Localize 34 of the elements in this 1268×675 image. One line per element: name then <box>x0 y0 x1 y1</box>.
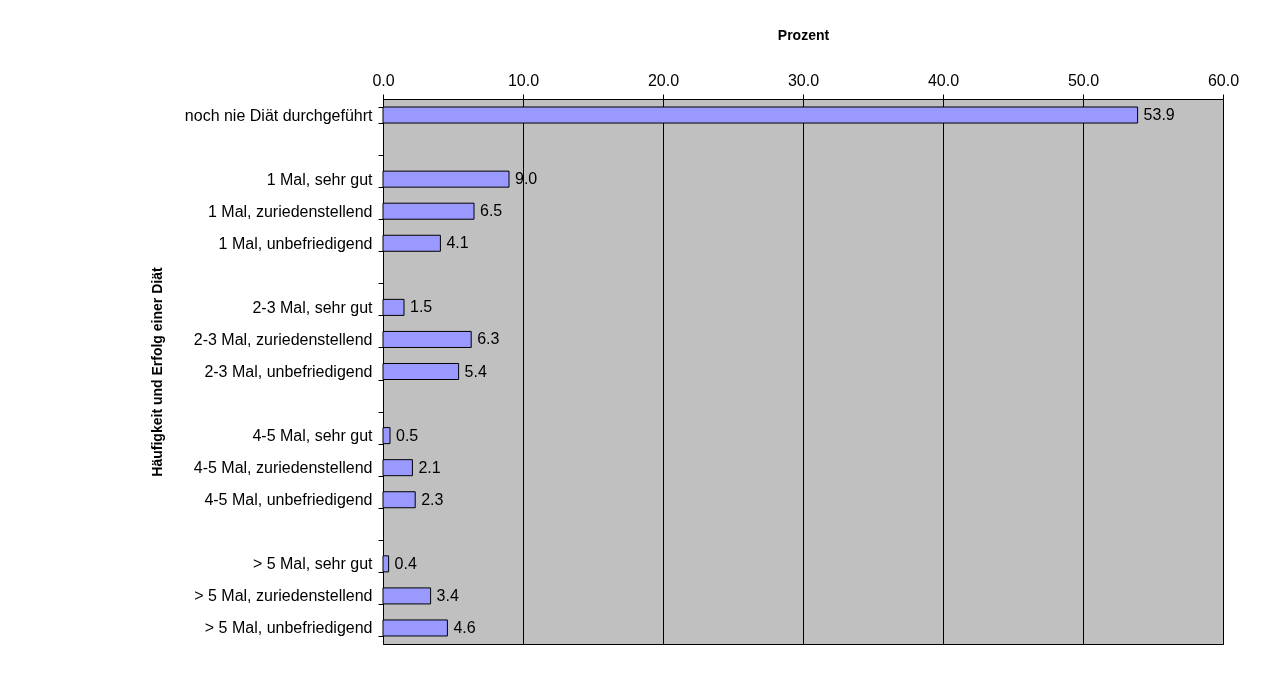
data-label: 6.5 <box>480 202 503 220</box>
x-tick-label: 30.0 <box>787 71 820 89</box>
y-tick-label: 4-5 Mal, unbefriedigend <box>204 491 373 509</box>
data-label: 5.4 <box>464 362 487 380</box>
data-label: 6.3 <box>477 330 500 348</box>
x-tick-label: 40.0 <box>927 71 960 89</box>
y-tick-label: 2-3 Mal, sehr gut <box>252 298 374 316</box>
data-label: 3.4 <box>436 586 459 604</box>
y-tick-label: > 5 Mal, unbefriedigend <box>204 619 373 637</box>
y-tick-label: 4-5 Mal, zuriedenstellend <box>193 459 373 477</box>
data-label: 0.5 <box>396 426 419 444</box>
x-tick-label: 10.0 <box>507 71 540 89</box>
data-label: 53.9 <box>1143 106 1175 124</box>
y-tick-label: noch nie Diät durchgeführt <box>184 106 374 124</box>
data-label: 4.1 <box>446 234 469 252</box>
y-axis-title: Häufigkeit und Erfolg einer Diät <box>148 267 165 477</box>
x-tick-label: 20.0 <box>647 71 680 89</box>
y-tick-label: > 5 Mal, sehr gut <box>252 555 374 573</box>
data-label: 1.5 <box>410 298 433 316</box>
y-tick-label: 2-3 Mal, zuriedenstellend <box>193 330 373 348</box>
x-tick-label: 50.0 <box>1067 71 1100 89</box>
data-label: 0.4 <box>394 554 417 572</box>
x-tick-label: 0.0 <box>372 71 395 89</box>
x-axis-title: Prozent <box>777 26 830 43</box>
y-tick-label: 4-5 Mal, sehr gut <box>252 427 374 445</box>
data-label: 4.6 <box>453 618 476 636</box>
y-tick-label: 1 Mal, sehr gut <box>266 170 374 188</box>
x-tick-label: 60.0 <box>1207 71 1240 89</box>
y-tick-label: 1 Mal, zuriedenstellend <box>207 202 373 220</box>
y-tick-label: > 5 Mal, zuriedenstellend <box>194 587 373 605</box>
data-label: 2.3 <box>421 490 444 508</box>
y-tick-label: 2-3 Mal, unbefriedigend <box>204 363 373 380</box>
y-tick-label: 1 Mal, unbefriedigend <box>218 234 373 252</box>
data-label: 2.1 <box>418 458 441 476</box>
